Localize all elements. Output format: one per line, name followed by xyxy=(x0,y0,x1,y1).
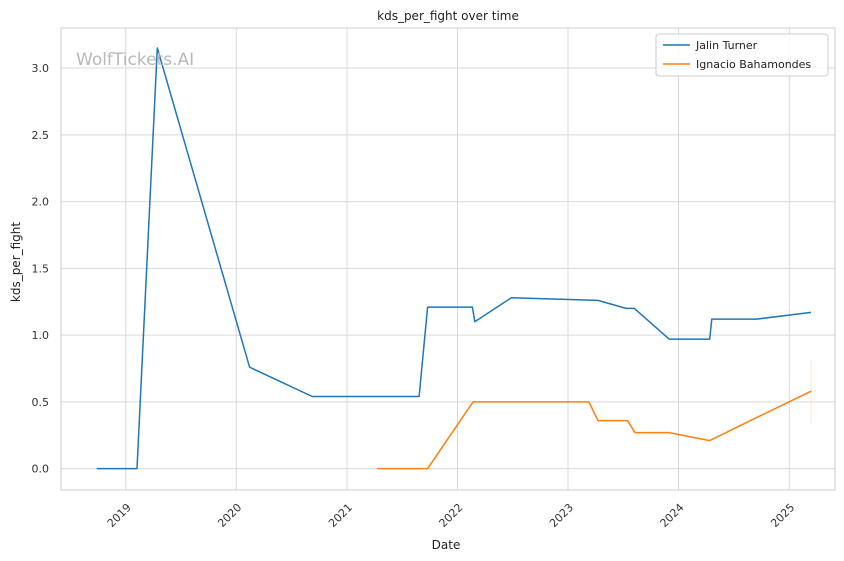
legend-label-jalin-turner: Jalin Turner xyxy=(695,39,758,52)
y-tick-label: 1.0 xyxy=(32,329,50,342)
y-tick-labels: 0.0 0.5 1.0 1.5 2.0 2.5 3.0 xyxy=(32,62,50,476)
grid-lines xyxy=(61,28,835,490)
y-axis-title: kds_per_fight xyxy=(9,222,23,303)
legend-label-ignacio-bahamondes: Ignacio Bahamondes xyxy=(696,58,811,71)
series-layer xyxy=(96,47,812,470)
chart-title: kds_per_fight over time xyxy=(377,9,519,23)
y-tick-label: 2.0 xyxy=(32,196,50,209)
y-tick-label: 1.5 xyxy=(32,262,50,275)
plot-area-frame xyxy=(60,27,836,491)
series-line-ignacio-bahamondes xyxy=(377,390,812,470)
legend-box xyxy=(655,33,829,77)
watermark-text: WolfTickets.AI xyxy=(76,50,194,70)
y-tick-label: 0.5 xyxy=(32,396,50,409)
y-tick-label: 3.0 xyxy=(32,62,50,75)
legend: Jalin Turner Ignacio Bahamondes xyxy=(655,33,829,77)
y-tick-label: 0.0 xyxy=(32,463,50,476)
series-line-jalin-turner xyxy=(96,47,812,470)
x-axis-title: Date xyxy=(432,538,461,552)
y-tick-label: 2.5 xyxy=(32,129,50,142)
